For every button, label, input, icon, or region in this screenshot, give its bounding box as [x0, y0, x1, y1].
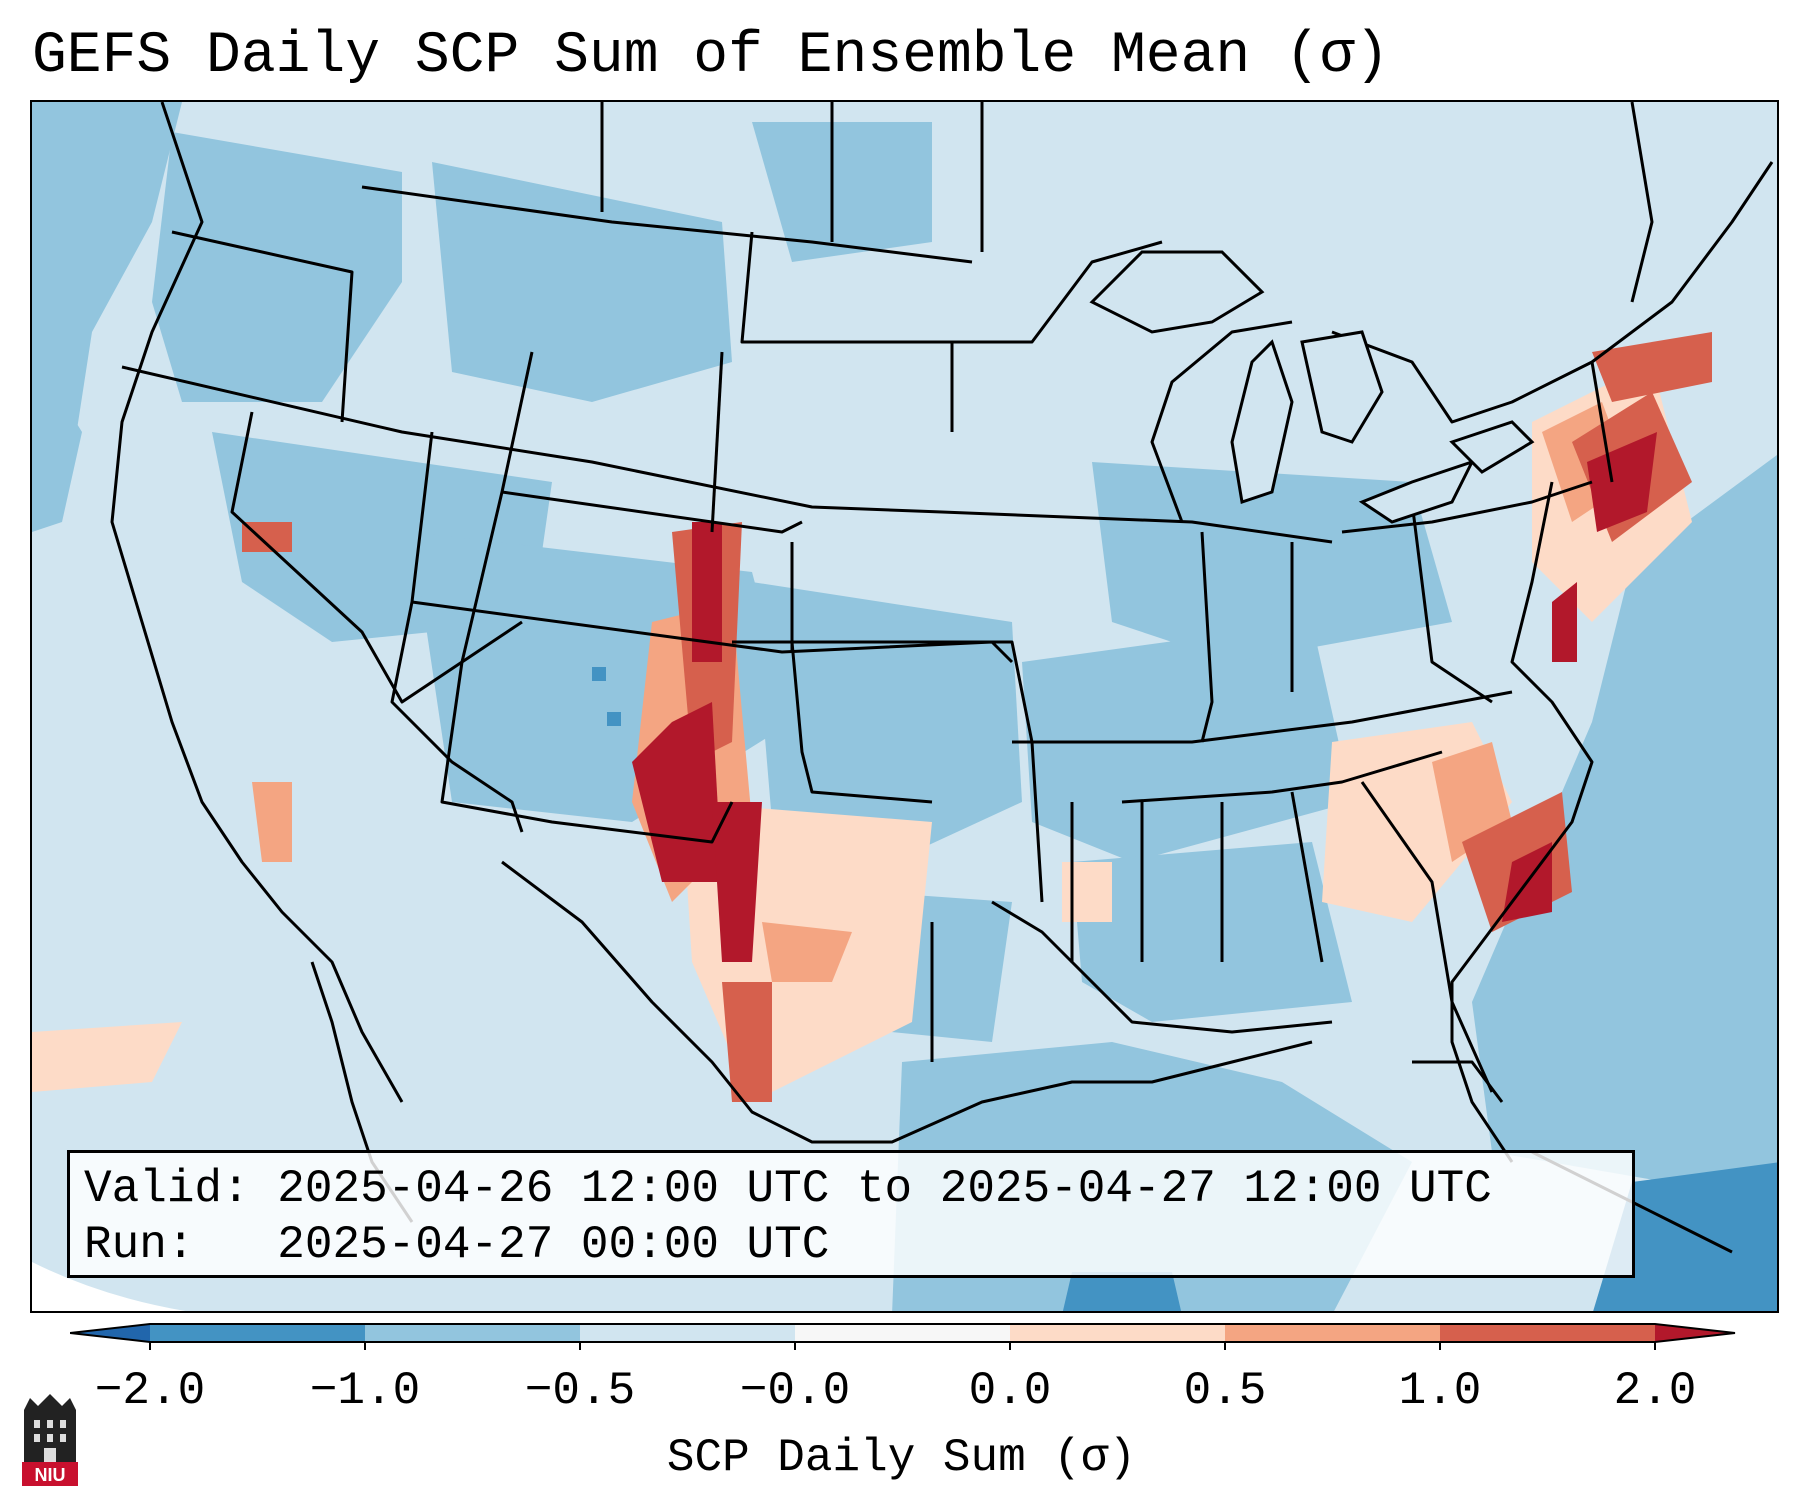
- pacific-field-south: [32, 522, 292, 1162]
- run-info-box: Valid: 2025-04-26 12:00 UTC to 2025-04-2…: [67, 1150, 1635, 1278]
- colorbar-tick-label: 2.0: [1613, 1365, 1697, 1417]
- colorbar-label: SCP Daily Sum (σ): [666, 1432, 1137, 1484]
- colorbar-ticks: [149, 1342, 1656, 1350]
- great-lakes: [1089, 250, 1535, 524]
- colorbar-seg-4: [795, 1324, 1010, 1342]
- colorbar-tick-label: 0.5: [1183, 1365, 1267, 1417]
- valid-value: 2025-04-26 12:00 UTC to 2025-04-27 12:00…: [277, 1163, 1492, 1215]
- colorbar-tick-label: −2.0: [94, 1365, 206, 1417]
- caribbean-patch: [1062, 1272, 1182, 1311]
- svg-text:NIU: NIU: [35, 1465, 66, 1485]
- colorbar-seg-6: [1225, 1324, 1440, 1342]
- colorbar-seg-2: [365, 1324, 580, 1342]
- colorbar-extend-high: [1655, 1324, 1735, 1342]
- colorbar: [70, 1323, 1736, 1350]
- niu-logo-icon: NIU: [22, 1394, 78, 1486]
- extreme-positive-patches: [632, 432, 1657, 962]
- colorbar-tick-label: −0.5: [524, 1365, 636, 1417]
- map-title: GEFS Daily SCP Sum of Ensemble Mean (σ): [32, 24, 1390, 89]
- colorbar-seg-1: [150, 1324, 365, 1342]
- run-key: Run:: [84, 1219, 195, 1271]
- run-value: 2025-04-27 00:00 UTC: [277, 1219, 830, 1271]
- speck-b: [592, 667, 606, 681]
- map-canvas: [32, 102, 1777, 1311]
- domain-edge: [32, 1262, 186, 1311]
- atlantic-field: [1472, 454, 1777, 1202]
- colorbar-seg-3: [580, 1324, 795, 1342]
- niu-logo-band: [22, 1462, 78, 1486]
- colorbar-extend-low: [70, 1324, 150, 1342]
- map-panel: [30, 100, 1779, 1313]
- pacific-patch: [32, 352, 82, 532]
- speck-a: [607, 712, 621, 726]
- colorbar-seg-7: [1440, 1324, 1655, 1342]
- colorbar-tick-label: 0.0: [968, 1365, 1052, 1417]
- valid-key: Valid:: [84, 1163, 250, 1215]
- colorbar-tick-label: −0.0: [739, 1365, 851, 1417]
- colorbar-tick-label: −1.0: [309, 1365, 421, 1417]
- caribbean-field: [1593, 1162, 1777, 1311]
- colorbar-seg-5: [1010, 1324, 1225, 1342]
- colorbar-tick-label: 1.0: [1398, 1365, 1482, 1417]
